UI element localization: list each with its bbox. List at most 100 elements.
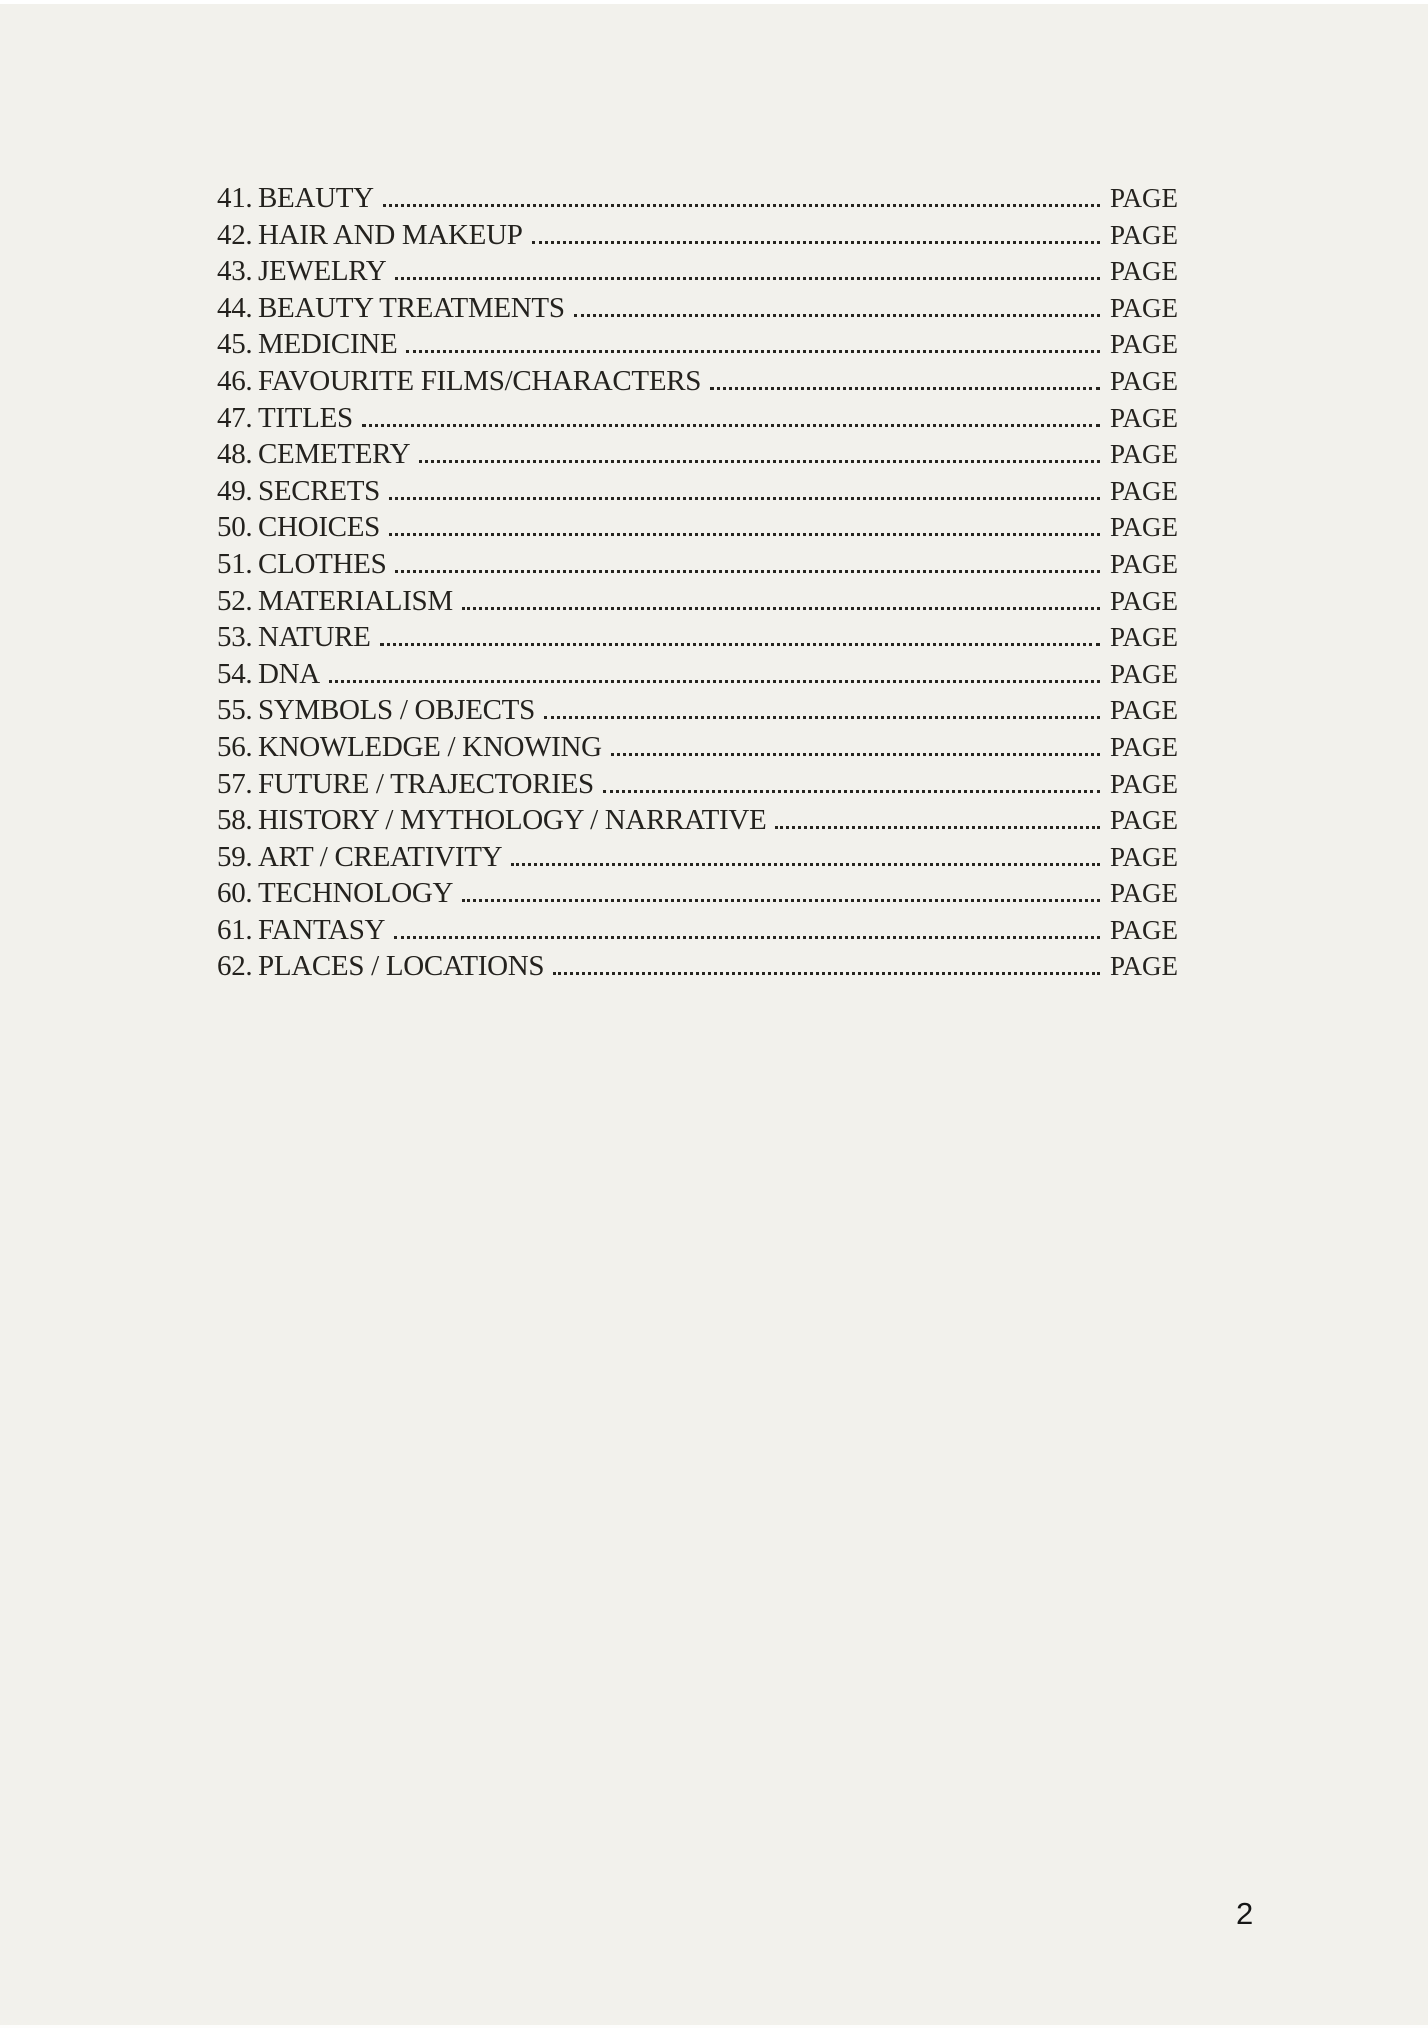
toc-entry[interactable]: 49. SECRETS PAGE [217, 473, 1178, 510]
toc-entry-title[interactable]: KNOWLEDGE / KNOWING [258, 730, 602, 763]
toc-entry-title[interactable]: SYMBOLS / OBJECTS [258, 694, 535, 727]
toc-entry-page-label: PAGE [1109, 512, 1178, 543]
toc-entry-title[interactable]: CHOICES [258, 511, 380, 544]
toc-entry-page-label: PAGE [1109, 622, 1178, 653]
toc-entry[interactable]: 51. CLOTHES PAGE [217, 546, 1178, 583]
toc-entry-title[interactable]: TECHNOLOGY [258, 877, 454, 910]
toc-entry-number: 61. [217, 913, 253, 946]
dot-leader [388, 533, 1100, 537]
toc-entry-page-label: PAGE [1109, 878, 1178, 909]
toc-entry-title[interactable]: ART / CREATIVITY [258, 840, 503, 873]
toc-entry-page-label: PAGE [1109, 841, 1178, 872]
toc-entry-number: 62. [217, 950, 253, 983]
toc-entry[interactable]: 47. TITLES PAGE [217, 400, 1178, 437]
toc-entry-title[interactable]: BEAUTY TREATMENTS [258, 291, 565, 324]
toc-entry-page-label: PAGE [1109, 768, 1178, 799]
toc-entry[interactable]: 61. FANTASY PAGE [217, 912, 1178, 949]
toc-entry-title[interactable]: PLACES / LOCATIONS [258, 950, 545, 983]
table-of-contents: 41. BEAUTY PAGE 42. HAIR AND MAKEUP PAGE… [217, 180, 1178, 985]
toc-entry-title[interactable]: BEAUTY [258, 182, 374, 214]
toc-entry-page-label: PAGE [1109, 914, 1178, 945]
dot-leader [573, 313, 1100, 317]
toc-entry-page-label: PAGE [1109, 365, 1178, 396]
toc-entry-title[interactable]: TITLES [258, 401, 353, 434]
toc-entry[interactable]: 56. KNOWLEDGE / KNOWING PAGE [217, 729, 1178, 766]
toc-entry[interactable]: 57. FUTURE / TRAJECTORIES PAGE [217, 766, 1178, 803]
toc-entry[interactable]: 60. TECHNOLOGY PAGE [217, 875, 1178, 912]
toc-entry-number: 42. [217, 218, 253, 251]
toc-entry-page-label: PAGE [1109, 475, 1178, 506]
toc-entry-page-label: PAGE [1109, 256, 1178, 287]
toc-entry-title[interactable]: NATURE [258, 621, 371, 654]
toc-entry-page-label: PAGE [1109, 951, 1178, 982]
toc-entry-number: 41. [217, 182, 253, 214]
toc-entry-number: 44. [217, 291, 253, 324]
dot-leader [543, 716, 1100, 720]
page-edge-top [0, 0, 1428, 4]
toc-entry-page-label: PAGE [1109, 695, 1178, 726]
toc-entry-number: 46. [217, 364, 253, 397]
dot-leader [328, 679, 1100, 683]
toc-entry-title[interactable]: HISTORY / MYTHOLOGY / NARRATIVE [258, 804, 767, 837]
toc-entry-number: 56. [217, 730, 253, 763]
toc-entry[interactable]: 62. PLACES / LOCATIONS PAGE [217, 948, 1178, 985]
toc-entry-page-label: PAGE [1109, 402, 1178, 433]
toc-entry-title[interactable]: JEWELRY [258, 255, 387, 288]
dot-leader [382, 204, 1100, 207]
toc-entry-number: 49. [217, 474, 253, 507]
toc-entry-number: 58. [217, 804, 253, 837]
toc-entry-title[interactable]: MATERIALISM [258, 584, 453, 617]
toc-entry-page-label: PAGE [1109, 548, 1178, 579]
toc-entry[interactable]: 54. DNA PAGE [217, 656, 1178, 693]
toc-entry-title[interactable]: CLOTHES [258, 547, 387, 580]
toc-entry-title[interactable]: MEDICINE [258, 328, 398, 361]
toc-entry[interactable]: 55. SYMBOLS / OBJECTS PAGE [217, 692, 1178, 729]
toc-entry-page-label: PAGE [1109, 805, 1178, 836]
toc-entry[interactable]: 43. JEWELRY PAGE [217, 253, 1178, 290]
dot-leader [462, 899, 1100, 903]
toc-entry[interactable]: 58. HISTORY / MYTHOLOGY / NARRATIVE PAGE [217, 802, 1178, 839]
dot-leader [461, 606, 1100, 610]
toc-entry[interactable]: 48. CEMETERY PAGE [217, 436, 1178, 473]
toc-entry-page-label: PAGE [1109, 731, 1178, 762]
toc-entry-number: 45. [217, 328, 253, 361]
toc-entry-number: 43. [217, 255, 253, 288]
toc-entry-title[interactable]: SECRETS [258, 474, 380, 507]
toc-entry[interactable]: 53. NATURE PAGE [217, 619, 1178, 656]
toc-entry-title[interactable]: HAIR AND MAKEUP [258, 218, 523, 251]
toc-entry-number: 47. [217, 401, 253, 434]
toc-entry[interactable]: 52. MATERIALISM PAGE [217, 583, 1178, 620]
page-edge-bottom [0, 2025, 1428, 2028]
toc-entry-page-label: PAGE [1109, 183, 1178, 213]
toc-entry-title[interactable]: FUTURE / TRAJECTORIES [258, 767, 594, 800]
toc-entry-title[interactable]: CEMETERY [258, 438, 411, 471]
toc-entry[interactable]: 59. ART / CREATIVITY PAGE [217, 839, 1178, 876]
toc-entry[interactable]: 44. BEAUTY TREATMENTS PAGE [217, 290, 1178, 327]
toc-entry-number: 52. [217, 584, 253, 617]
toc-entry-title[interactable]: FAVOURITE FILMS/CHARACTERS [258, 364, 702, 397]
toc-entry[interactable]: 45. MEDICINE PAGE [217, 326, 1178, 363]
toc-entry-page-label: PAGE [1109, 219, 1178, 250]
toc-entry-number: 53. [217, 621, 253, 654]
toc-entry-number: 55. [217, 694, 253, 727]
dot-leader [395, 277, 1100, 281]
toc-entry[interactable]: 42. HAIR AND MAKEUP PAGE [217, 217, 1178, 254]
dot-leader [710, 386, 1100, 390]
dot-leader [379, 643, 1100, 647]
toc-entry-number: 57. [217, 767, 253, 800]
dot-leader [394, 935, 1100, 939]
toc-entry-title[interactable]: FANTASY [258, 913, 386, 946]
toc-entry-page-label: PAGE [1109, 658, 1178, 689]
toc-entry-number: 50. [217, 511, 253, 544]
toc-entry-page-label: PAGE [1109, 329, 1178, 360]
toc-entry-page-label: PAGE [1109, 585, 1178, 616]
toc-entry[interactable]: 46. FAVOURITE FILMS/CHARACTERS PAGE [217, 363, 1178, 400]
toc-entry-title[interactable]: DNA [258, 657, 320, 690]
dot-leader [406, 350, 1100, 354]
toc-entry[interactable]: 50. CHOICES PAGE [217, 509, 1178, 546]
toc-entry[interactable]: 41. BEAUTY PAGE [217, 180, 1178, 217]
dot-leader [511, 862, 1100, 866]
dot-leader [602, 789, 1100, 793]
toc-entry-number: 51. [217, 547, 253, 580]
